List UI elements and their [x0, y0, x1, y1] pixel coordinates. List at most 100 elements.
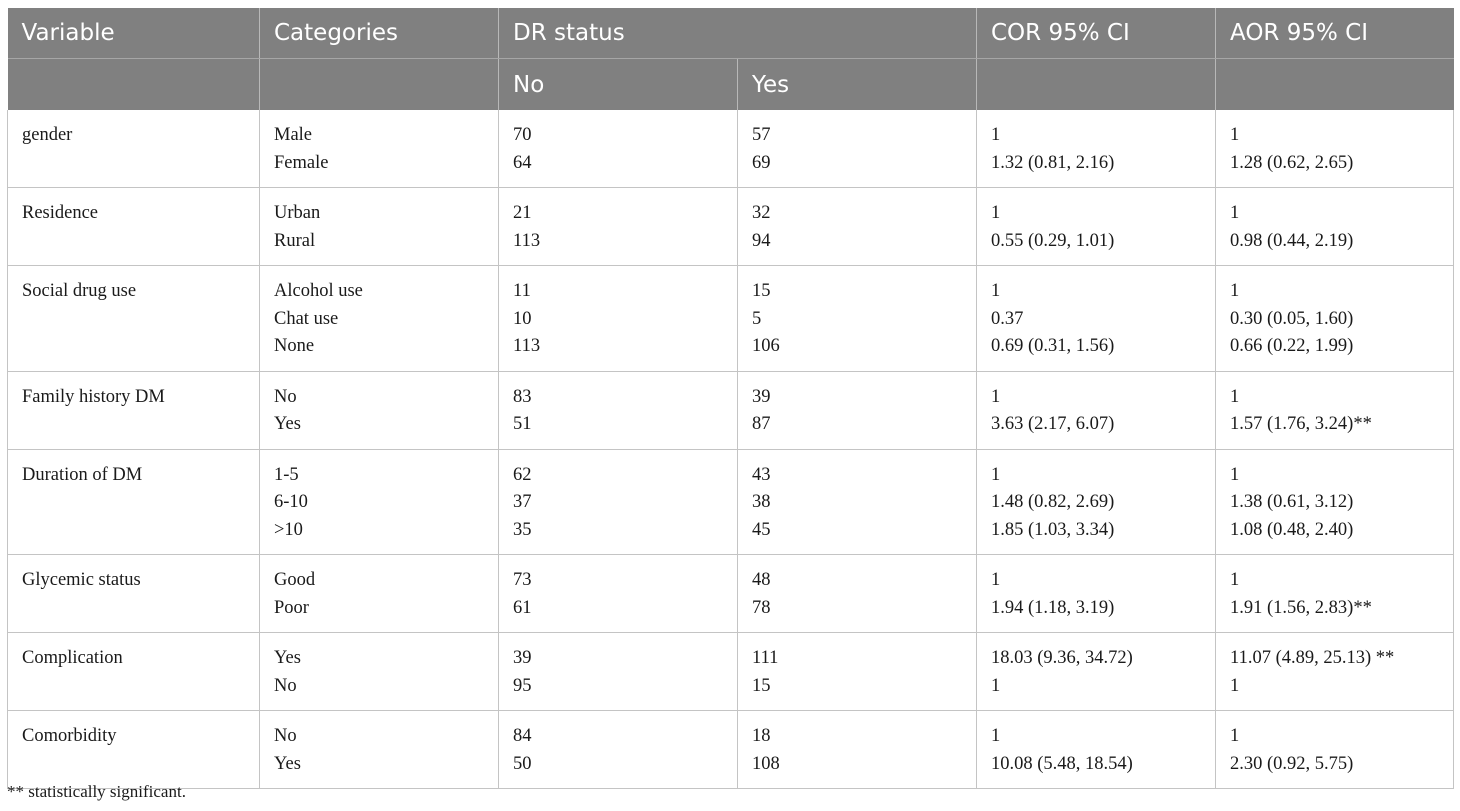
cell-aor-line: 1.91 (1.56, 2.83)**	[1230, 597, 1372, 618]
cell-cor-line: 1	[991, 281, 1001, 301]
table-row: Glycemic status Good Poor 73 61 48 78 1 1.94 (1.…	[7, 554, 1454, 633]
table-row: Duration of DM 1-5 6-10 >10 62 37 35 43 38 45 1 1.4…	[7, 449, 1454, 555]
cell-categories: Good Poor	[259, 554, 499, 633]
header-categories: Categories	[259, 8, 499, 59]
cell-dr-yes-line: 15	[752, 281, 771, 301]
cell-dr-no-line: 10	[513, 308, 532, 329]
cell-categories-line: No	[274, 386, 297, 407]
cell-aor: 1 0.30 (0.05, 1.60) 0.66 (0.22, 1.99)	[1215, 265, 1454, 372]
cell-aor-line: 1.38 (0.61, 3.12)	[1230, 492, 1354, 512]
cell-categories-line: None	[274, 336, 315, 356]
cell-dr-no-line: 84	[513, 726, 532, 746]
table-row: Comorbidity No Yes 84 50 18 108 1 10.08 (5.48, 1…	[7, 710, 1454, 789]
cell-categories: Urban Rural	[259, 187, 499, 266]
cell-aor-line: 1	[1230, 675, 1240, 696]
cell-categories: No Yes	[259, 371, 499, 450]
header-variable: Variable	[7, 8, 260, 59]
cell-variable: Complication	[7, 632, 260, 711]
table-row: Residence Urban Rural 21 113 32 94 1 0.55 (0.29,…	[7, 187, 1454, 266]
cell-dr-yes-line: 57	[752, 125, 771, 145]
cell-aor-line: 1.08 (0.48, 2.40)	[1230, 519, 1354, 540]
header-aor: AOR 95% CI	[1215, 8, 1454, 59]
cell-cor-line: 1.32 (0.81, 2.16)	[991, 152, 1115, 173]
cell-cor-line: 1	[991, 203, 1001, 223]
cell-dr-yes-line: 48	[752, 570, 771, 590]
cell-cor-line: 1	[991, 125, 1001, 145]
subheader-empty	[976, 58, 1216, 110]
table-header: Variable Categories DR status COR 95% CI…	[7, 8, 1454, 110]
cell-aor: 11.07 (4.89, 25.13) ** 1	[1215, 632, 1454, 711]
cell-dr-no-line: 113	[513, 336, 541, 356]
cell-variable-text: Family history DM	[22, 386, 165, 407]
cell-dr-no-line: 95	[513, 675, 532, 696]
cell-dr-yes-line: 18	[752, 726, 771, 746]
cell-aor-line: 2.30 (0.92, 5.75)	[1230, 753, 1354, 774]
cell-cor-line: 18.03 (9.36, 34.72)	[991, 648, 1133, 668]
cell-dr-yes: 111 15	[737, 632, 977, 711]
cell-categories-line: 6-10	[274, 492, 308, 512]
cell-categories-line: No	[274, 675, 297, 696]
subheader-empty	[1215, 58, 1454, 110]
cell-dr-no-line: 11	[513, 281, 531, 301]
cell-variable: Comorbidity	[7, 710, 260, 789]
cell-variable-text: Social drug use	[22, 281, 137, 301]
cell-dr-no: 39 95	[498, 632, 738, 711]
header-dr-status: DR status	[498, 8, 977, 59]
cell-variable-text: Residence	[22, 203, 99, 223]
table-row: Social drug use Alcohol use Chat use None 11…	[7, 265, 1454, 372]
cell-dr-no: 62 37 35	[498, 449, 738, 555]
cell-dr-yes-line: 15	[752, 675, 771, 696]
cell-variable-text: Glycemic status	[22, 570, 141, 590]
cell-cor-line: 0.69 (0.31, 1.56)	[991, 336, 1115, 356]
cell-aor-line: 0.30 (0.05, 1.60)	[1230, 308, 1354, 329]
cell-dr-yes-line: 43	[752, 464, 771, 485]
cell-cor: 1 10.08 (5.48, 18.54)	[976, 710, 1216, 789]
cell-categories-line: Yes	[274, 648, 301, 668]
cell-cor: 1 0.37 0.69 (0.31, 1.56)	[976, 265, 1216, 372]
cell-variable: Residence	[7, 187, 260, 266]
cell-dr-yes-line: 45	[752, 519, 771, 540]
cell-cor-line: 0.55 (0.29, 1.01)	[991, 230, 1115, 251]
cell-categories-line: Male	[274, 125, 313, 145]
cell-dr-yes: 32 94	[737, 187, 977, 266]
cell-categories-line: Yes	[274, 414, 301, 434]
cell-cor-line: 1.85 (1.03, 3.34)	[991, 519, 1115, 540]
cell-aor-line: 1	[1230, 386, 1240, 407]
cell-aor: 1 0.98 (0.44, 2.19)	[1215, 187, 1454, 266]
cell-categories: Alcohol use Chat use None	[259, 265, 499, 372]
cell-dr-yes: 18 108	[737, 710, 977, 789]
cell-variable: gender	[7, 110, 260, 188]
cell-cor-line: 3.63 (2.17, 6.07)	[991, 414, 1115, 434]
cell-aor-line: 1	[1230, 281, 1240, 301]
cell-dr-no-line: 73	[513, 570, 532, 590]
cell-categories: Male Female	[259, 110, 499, 188]
cell-aor-line: 11.07 (4.89, 25.13) **	[1230, 648, 1395, 668]
cell-categories-line: Chat use	[274, 308, 339, 329]
cell-dr-yes-line: 38	[752, 492, 771, 512]
cell-aor: 1 1.57 (1.76, 3.24)**	[1215, 371, 1454, 450]
cell-dr-yes: 43 38 45	[737, 449, 977, 555]
cell-dr-yes-line: 69	[752, 152, 771, 173]
cell-variable: Social drug use	[7, 265, 260, 372]
cell-aor-line: 1	[1230, 125, 1240, 145]
cell-categories-line: Poor	[274, 597, 309, 618]
cell-dr-yes-line: 5	[752, 308, 762, 329]
cell-dr-yes: 48 78	[737, 554, 977, 633]
header-cor: COR 95% CI	[976, 8, 1216, 59]
cell-dr-no: 84 50	[498, 710, 738, 789]
cell-cor-line: 0.37	[991, 308, 1024, 329]
cell-aor-line: 1.28 (0.62, 2.65)	[1230, 152, 1354, 173]
subheader-empty	[7, 58, 260, 110]
cell-variable-text: Duration of DM	[22, 464, 143, 485]
cell-categories-line: 1-5	[274, 464, 299, 485]
cell-dr-no-line: 21	[513, 203, 532, 223]
cell-cor-line: 1	[991, 570, 1001, 590]
cell-dr-no-line: 113	[513, 230, 541, 251]
subheader-empty	[259, 58, 499, 110]
cell-categories-line: Yes	[274, 753, 301, 774]
cell-categories: Yes No	[259, 632, 499, 711]
cell-dr-no-line: 35	[513, 519, 532, 540]
cell-dr-no: 21 113	[498, 187, 738, 266]
cell-categories-line: Rural	[274, 230, 316, 251]
cell-dr-yes-line: 87	[752, 414, 771, 434]
